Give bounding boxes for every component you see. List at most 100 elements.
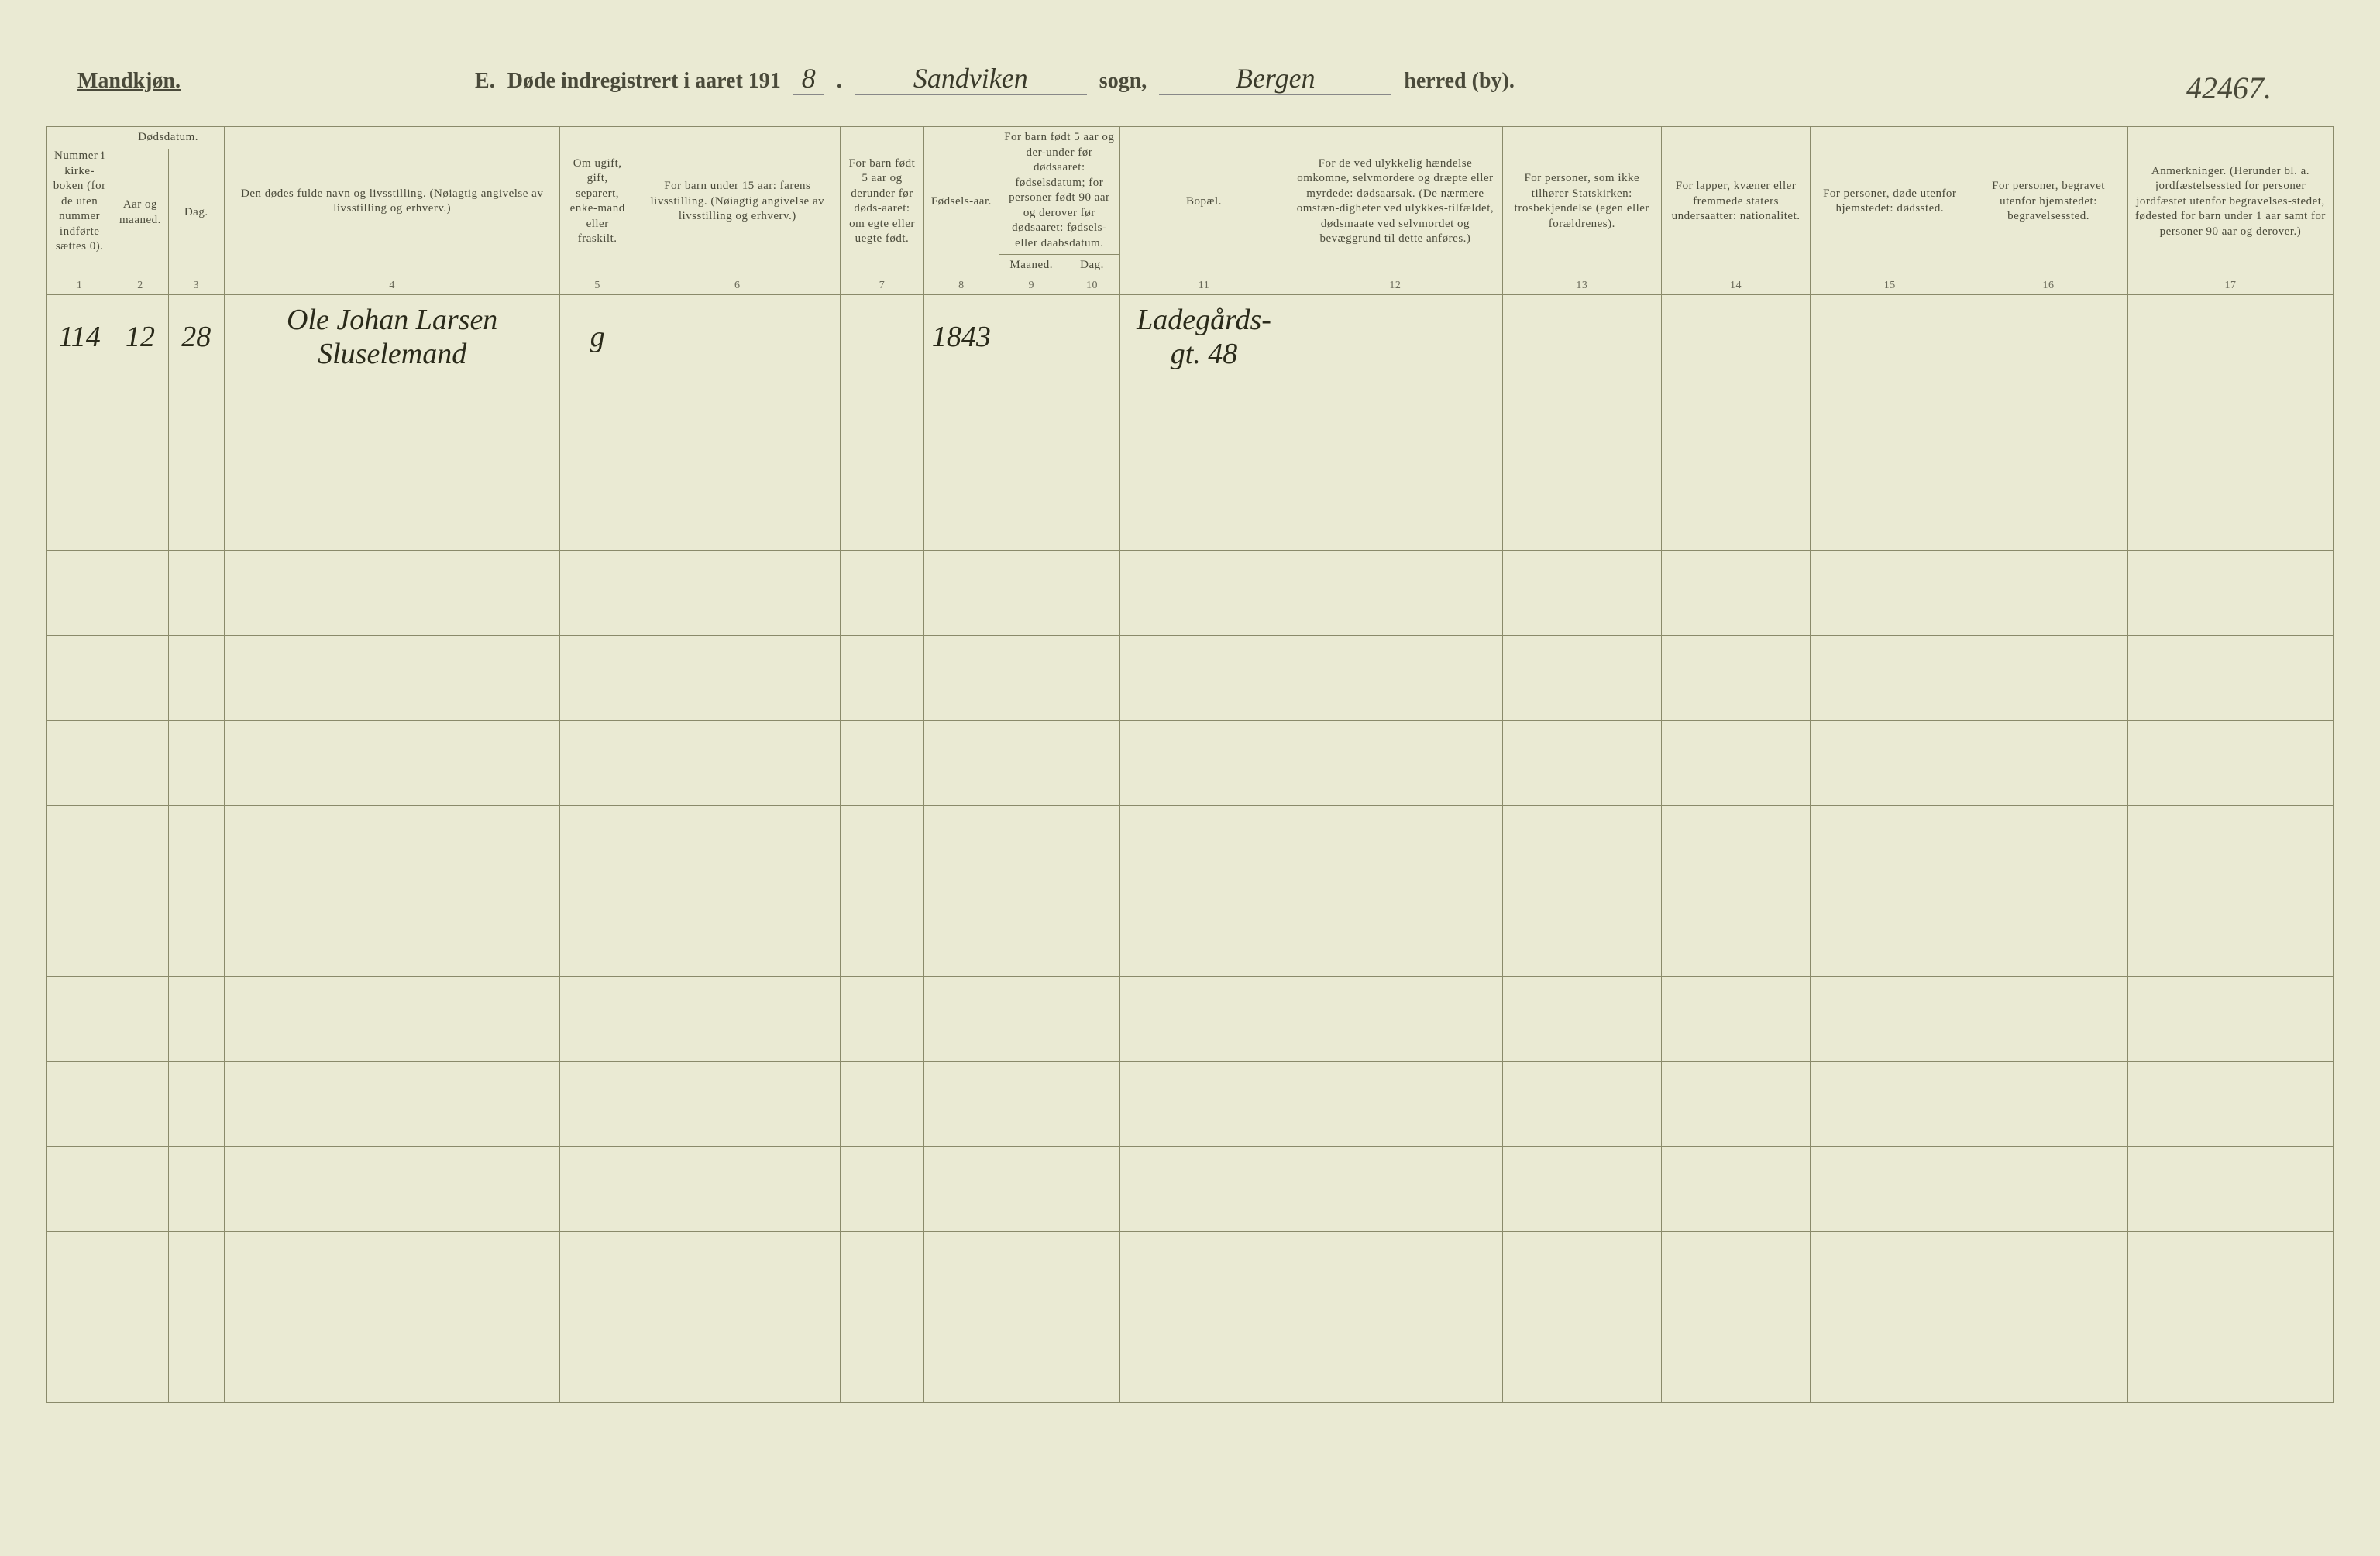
cell-egte [840, 1146, 923, 1231]
cell-dsted [1811, 550, 1969, 635]
cell-dsted [1811, 976, 1969, 1061]
col-header-5: Om ugift, gift, separert, enke-mand elle… [560, 127, 635, 277]
cell-tros [1502, 1061, 1661, 1146]
herred-value: Bergen [1159, 62, 1391, 95]
cell-fdag [1064, 380, 1119, 465]
cell-aarsak [1288, 380, 1502, 465]
col-header-17: Anmerkninger. (Herunder bl. a. jordfæste… [2127, 127, 2333, 277]
cell-navn [224, 1061, 560, 1146]
cell-status [560, 1061, 635, 1146]
cell-faar [924, 465, 999, 550]
col-header-2: Aar og maaned. [112, 149, 168, 277]
cell-egte [840, 1317, 923, 1402]
cell-egte [840, 635, 923, 720]
col-num: 11 [1120, 277, 1288, 294]
sogn-value: Sandviken [855, 62, 1087, 95]
sogn-label: sogn, [1099, 69, 1147, 94]
cell-fdag [1064, 1231, 1119, 1317]
table-row [47, 550, 2334, 635]
cell-aar_mnd [112, 805, 168, 891]
cell-num [47, 891, 112, 976]
col-header-11: Bopæl. [1120, 127, 1288, 277]
cell-faren [635, 720, 840, 805]
cell-anm [2127, 1317, 2333, 1402]
cell-aar_mnd: 12 [112, 294, 168, 380]
cell-fdag [1064, 550, 1119, 635]
cell-fmnd [999, 1317, 1064, 1402]
table-row [47, 1231, 2334, 1317]
cell-dag [168, 1231, 224, 1317]
col-header-15: For personer, døde utenfor hjemstedet: d… [1811, 127, 1969, 277]
gender-label: Mandkjøn. [77, 69, 181, 94]
cell-faar [924, 1146, 999, 1231]
cell-egte [840, 891, 923, 976]
cell-nat [1661, 1317, 1811, 1402]
col-num: 10 [1064, 277, 1119, 294]
cell-aar_mnd [112, 720, 168, 805]
cell-egte [840, 805, 923, 891]
ledger-table: Nummer i kirke-boken (for de uten nummer… [46, 126, 2334, 1403]
cell-egte [840, 294, 923, 380]
cell-fmnd [999, 976, 1064, 1061]
cell-dsted [1811, 294, 1969, 380]
cell-faar [924, 635, 999, 720]
cell-nat [1661, 380, 1811, 465]
cell-nat [1661, 294, 1811, 380]
col-num: 2 [112, 277, 168, 294]
table-row [47, 1146, 2334, 1231]
cell-dag [168, 1317, 224, 1402]
table-row: 1141228Ole Johan Larsen Sluselemandg1843… [47, 294, 2334, 380]
cell-anm [2127, 1061, 2333, 1146]
cell-fdag [1064, 635, 1119, 720]
cell-aar_mnd [112, 550, 168, 635]
cell-num [47, 1317, 112, 1402]
cell-bsted [1969, 635, 2128, 720]
herred-label: herred (by). [1404, 69, 1515, 94]
cell-dsted [1811, 805, 1969, 891]
cell-faren [635, 294, 840, 380]
cell-faar [924, 891, 999, 976]
cell-fmnd [999, 550, 1064, 635]
col-header-12: For de ved ulykkelig hændelse omkomne, s… [1288, 127, 1502, 277]
cell-faren [635, 1231, 840, 1317]
cell-tros [1502, 720, 1661, 805]
cell-tros [1502, 976, 1661, 1061]
cell-num [47, 805, 112, 891]
cell-num [47, 1061, 112, 1146]
table-row [47, 976, 2334, 1061]
cell-nat [1661, 1146, 1811, 1231]
cell-aarsak [1288, 891, 1502, 976]
cell-navn: Ole Johan Larsen Sluselemand [224, 294, 560, 380]
col-num: 4 [224, 277, 560, 294]
cell-bopael [1120, 976, 1288, 1061]
cell-dag [168, 976, 224, 1061]
cell-num [47, 550, 112, 635]
cell-anm [2127, 380, 2333, 465]
cell-status [560, 720, 635, 805]
cell-bsted [1969, 976, 2128, 1061]
cell-status [560, 1317, 635, 1402]
title-prefix: E. [475, 69, 495, 94]
cell-bsted [1969, 1146, 2128, 1231]
cell-status [560, 805, 635, 891]
col-num: 17 [2127, 277, 2333, 294]
col-header-8: Fødsels-aar. [924, 127, 999, 277]
cell-fdag [1064, 1061, 1119, 1146]
cell-tros [1502, 1317, 1661, 1402]
cell-navn [224, 976, 560, 1061]
cell-dsted [1811, 1231, 1969, 1317]
cell-navn [224, 720, 560, 805]
cell-aarsak [1288, 465, 1502, 550]
cell-dag [168, 1146, 224, 1231]
table-body: 1141228Ole Johan Larsen Sluselemandg1843… [47, 294, 2334, 1402]
cell-status [560, 380, 635, 465]
cell-num: 114 [47, 294, 112, 380]
cell-faar [924, 805, 999, 891]
cell-dsted [1811, 465, 1969, 550]
column-number-row: 1 2 3 4 5 6 7 8 9 10 11 12 13 14 15 16 1… [47, 277, 2334, 294]
cell-bsted [1969, 465, 2128, 550]
cell-bsted [1969, 805, 2128, 891]
cell-anm [2127, 891, 2333, 976]
cell-bsted [1969, 891, 2128, 976]
cell-num [47, 465, 112, 550]
